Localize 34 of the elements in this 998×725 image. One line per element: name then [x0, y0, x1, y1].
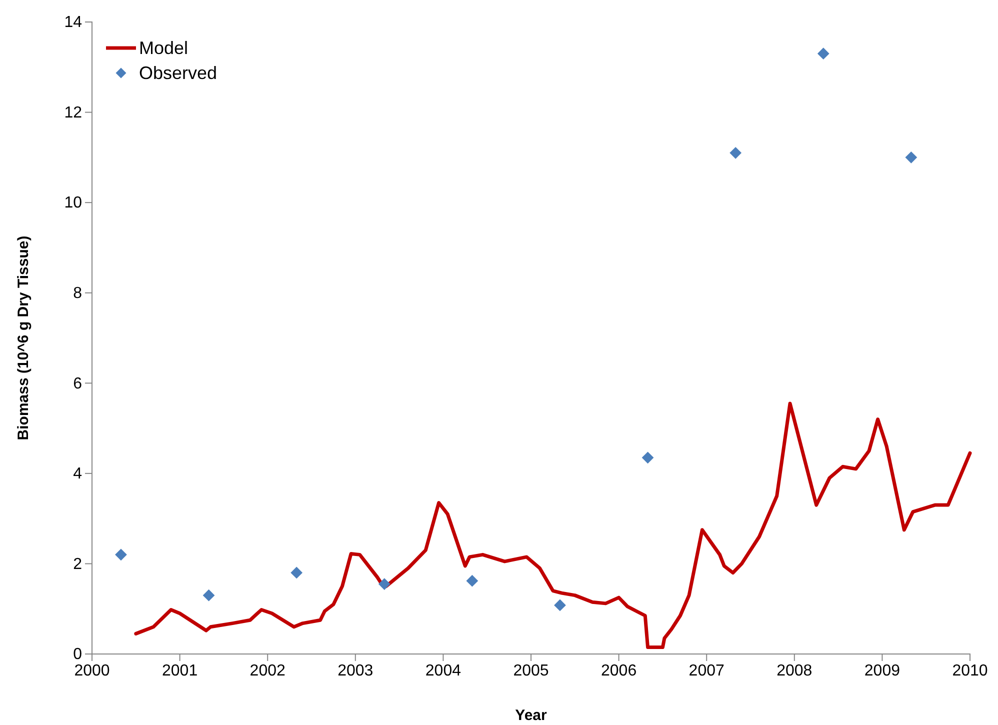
- x-tick-label: 2008: [776, 662, 812, 680]
- y-tick-label: 2: [73, 556, 82, 573]
- x-tick-label: 2010: [952, 662, 988, 680]
- point: [378, 578, 390, 590]
- x-tick-label: 2002: [250, 662, 286, 680]
- y-tick-label: 14: [64, 14, 82, 32]
- point: [115, 548, 127, 561]
- x-tick-label: 2006: [601, 662, 637, 680]
- legend-label: Observed: [139, 63, 218, 83]
- point: [817, 48, 830, 60]
- point: [290, 566, 303, 579]
- x-tick-label: 2001: [162, 662, 198, 680]
- x-tick-label: 2005: [513, 662, 549, 680]
- y-tick-label: 10: [64, 194, 82, 212]
- legend-label: Model: [139, 38, 188, 58]
- x-tick-label: 2007: [688, 662, 724, 680]
- point: [642, 452, 654, 464]
- y-tick-label: 12: [64, 104, 82, 122]
- line-series: [134, 402, 972, 649]
- x-tick-label: 2004: [425, 662, 462, 680]
- x-axis-title: Year: [515, 707, 548, 724]
- point: [466, 574, 478, 587]
- point: [554, 599, 566, 612]
- point: [202, 589, 215, 602]
- x-tick-label: 2003: [338, 662, 374, 680]
- y-axis-title: Biomass (10^6 g Dry Tissue): [15, 236, 32, 440]
- y-tick-label: 4: [73, 466, 82, 483]
- y-tick-label: 6: [73, 375, 82, 392]
- x-tick-label: 2000: [74, 662, 110, 680]
- y-tick-label: 0: [73, 646, 82, 664]
- y-tick-label: 8: [73, 284, 82, 302]
- point: [730, 146, 742, 159]
- point: [905, 151, 918, 164]
- x-tick-label: 2009: [864, 662, 900, 680]
